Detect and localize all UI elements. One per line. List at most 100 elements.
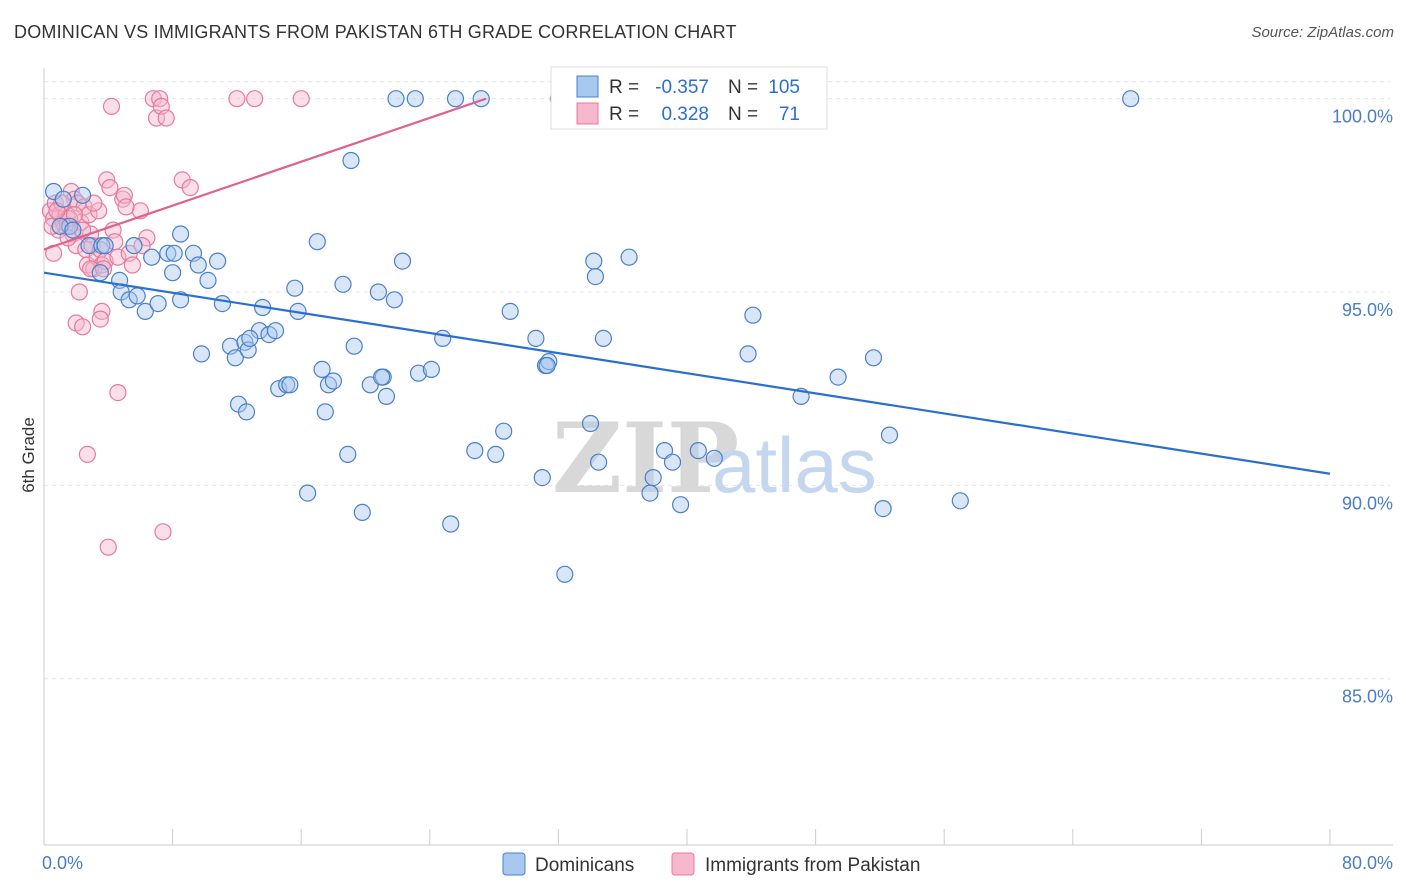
data-point-blue-91 xyxy=(864,349,883,367)
data-point-blue-12 xyxy=(149,295,167,313)
data-point-blue-21 xyxy=(199,271,217,289)
data-point-blue-72 xyxy=(556,565,574,583)
data-point-blue-78 xyxy=(594,329,613,347)
data-point-blue-65 xyxy=(495,422,513,440)
legend-r-value-blue: -0.357 xyxy=(655,77,709,98)
trend-line-pink xyxy=(43,97,487,251)
data-point-blue-62 xyxy=(466,442,484,460)
data-point-blue-1 xyxy=(54,190,72,208)
data-point-pink-51 xyxy=(109,384,127,402)
data-point-blue-22 xyxy=(209,252,227,270)
data-point-blue-99 xyxy=(165,244,183,262)
data-point-blue-14 xyxy=(143,248,161,266)
data-point-blue-94 xyxy=(951,492,969,510)
y-tick-labels: 100.0% 95.0% 90.0% 85.0% xyxy=(1332,107,1393,707)
series-legend-label-blue: Dominicans xyxy=(535,855,634,876)
data-point-blue-15 xyxy=(159,244,177,262)
data-point-blue-37 xyxy=(286,279,304,297)
data-point-blue-17 xyxy=(164,264,182,282)
data-point-blue-81 xyxy=(644,469,662,487)
data-point-blue-24 xyxy=(192,345,211,363)
data-point-blue-53 xyxy=(385,291,403,309)
data-point-blue-61 xyxy=(446,90,465,108)
x-tick-labels: 0.0% 80.0% xyxy=(42,853,1393,873)
legend-n-value-pink: 71 xyxy=(779,104,800,125)
data-point-blue-64 xyxy=(487,445,505,463)
data-point-pink-50 xyxy=(73,318,92,336)
data-point-blue-77 xyxy=(589,453,608,471)
data-point-pink-44 xyxy=(246,90,264,108)
data-point-blue-58 xyxy=(422,360,440,378)
y-tick-label-1: 95.0% xyxy=(1342,300,1393,320)
data-point-blue-41 xyxy=(313,360,331,378)
series-legend: Dominicans Immigrants from Pakistan xyxy=(502,852,920,876)
series-legend-swatch-blue xyxy=(502,852,526,876)
y-tick-label-3: 85.0% xyxy=(1342,687,1393,707)
data-point-blue-16 xyxy=(172,225,190,243)
data-point-blue-54 xyxy=(387,90,405,108)
data-point-blue-55 xyxy=(393,252,412,270)
data-point-blue-10 xyxy=(128,287,146,305)
data-point-blue-42 xyxy=(316,403,334,421)
data-point-pink-40 xyxy=(157,109,175,127)
data-point-blue-47 xyxy=(345,337,363,355)
chart-title: DOMINICAN VS IMMIGRANTS FROM PAKISTAN 6T… xyxy=(14,22,737,42)
data-point-blue-13 xyxy=(125,237,143,255)
watermark-atlas: atlas xyxy=(712,421,877,509)
data-point-blue-23 xyxy=(213,295,231,313)
data-point-blue-75 xyxy=(585,252,603,270)
x-tick-label-0: 0.0% xyxy=(42,853,83,873)
trend-line-blue xyxy=(43,271,1331,475)
series-legend-label-pink: Immigrants from Pakistan xyxy=(705,855,920,876)
axes xyxy=(43,68,1393,846)
data-point-blue-40 xyxy=(308,233,326,251)
data-point-blue-57 xyxy=(409,364,428,382)
data-point-blue-30 xyxy=(237,403,256,421)
data-point-pink-46 xyxy=(102,97,121,116)
data-point-blue-63 xyxy=(472,90,490,108)
data-point-blue-103 xyxy=(373,368,391,386)
data-point-blue-84 xyxy=(671,496,690,514)
data-point-pink-58 xyxy=(70,283,89,301)
data-point-pink-33 xyxy=(123,256,141,274)
data-point-blue-90 xyxy=(829,368,847,386)
data-point-blue-56 xyxy=(406,90,424,108)
data-point-blue-100 xyxy=(73,186,92,204)
data-point-pink-53 xyxy=(99,538,117,556)
data-point-blue-50 xyxy=(369,283,387,301)
data-point-blue-93 xyxy=(880,426,899,444)
data-point-blue-96 xyxy=(538,356,556,375)
y-tick-label-2: 90.0% xyxy=(1342,493,1393,513)
data-point-blue-11 xyxy=(136,302,154,320)
data-point-blue-76 xyxy=(586,268,605,286)
data-point-blue-5 xyxy=(51,217,69,235)
data-point-blue-97 xyxy=(281,376,299,394)
data-point-blue-6 xyxy=(96,237,114,255)
data-point-blue-59 xyxy=(434,329,452,347)
data-point-blue-83 xyxy=(663,453,682,471)
data-point-blue-18 xyxy=(172,291,190,309)
data-point-blue-79 xyxy=(620,248,638,266)
data-point-blue-85 xyxy=(689,442,707,460)
data-point-blue-95 xyxy=(1122,90,1140,108)
data-point-blue-86 xyxy=(705,449,723,467)
legend-n-value-blue: 105 xyxy=(768,77,800,98)
data-point-blue-88 xyxy=(744,306,762,324)
data-point-pink-54 xyxy=(154,523,172,541)
data-point-blue-9 xyxy=(120,291,138,309)
data-point-blue-20 xyxy=(189,256,207,274)
trend-lines xyxy=(43,97,1331,475)
data-point-blue-98 xyxy=(91,264,109,282)
data-point-blue-92 xyxy=(874,500,892,518)
data-point-pink-48 xyxy=(91,310,109,328)
data-point-blue-39 xyxy=(299,484,317,502)
legend-swatch-pink xyxy=(576,102,599,125)
data-point-pink-45 xyxy=(292,90,310,108)
legend-swatch-blue xyxy=(576,75,599,98)
data-point-blue-60 xyxy=(442,515,460,533)
data-point-blue-101 xyxy=(64,221,82,239)
x-tick-label-1: 80.0% xyxy=(1342,853,1393,873)
data-point-blue-44 xyxy=(324,372,342,390)
data-point-pink-62 xyxy=(117,198,135,216)
